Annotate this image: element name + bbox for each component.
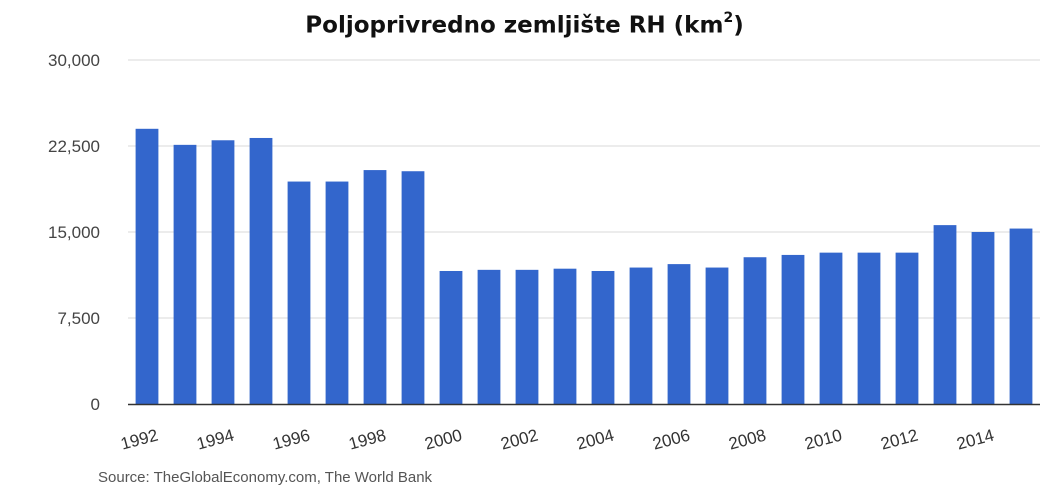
y-tick-label: 0	[91, 395, 100, 414]
bar-1998	[363, 170, 387, 404]
x-tick-label: 1994	[195, 426, 236, 454]
bar-1992	[135, 128, 159, 405]
x-tick-label: 1996	[271, 426, 312, 454]
bar-1995	[249, 137, 273, 404]
bar-1999	[401, 171, 425, 404]
bar-2011	[857, 252, 881, 404]
bar-1994	[211, 140, 235, 404]
bar-2014	[971, 232, 995, 404]
x-tick-label: 1992	[119, 426, 160, 454]
x-tick-label: 2006	[651, 426, 692, 454]
bar-2004	[591, 270, 615, 404]
x-tick-label: 2008	[727, 426, 768, 454]
bar-2001	[477, 269, 501, 404]
bar-2000	[439, 270, 463, 404]
x-tick-label: 2014	[955, 426, 996, 454]
x-tick-label: 2004	[575, 426, 616, 454]
y-tick-label: 7,500	[57, 309, 100, 328]
bar-2010	[819, 252, 843, 404]
gridlines	[128, 59, 1040, 319]
x-tick-label: 1998	[347, 426, 388, 454]
x-tick-label: 2010	[803, 426, 844, 454]
chart-title-text: Poljoprivredno zemljište RH (km	[305, 12, 724, 39]
bar-2006	[667, 264, 691, 404]
bar-2013	[933, 225, 957, 404]
x-tick-label: 2002	[499, 426, 540, 454]
bar-2003	[553, 268, 577, 404]
y-tick-label: 15,000	[48, 223, 100, 242]
bar-2007	[705, 267, 729, 404]
chart-title-end: )	[733, 12, 744, 39]
bar-1997	[325, 181, 349, 404]
y-tick-label: 22,500	[48, 137, 100, 156]
y-axis-ticks: 30,000 22,500 15,000 7,500 0	[48, 51, 100, 414]
y-tick-label: 30,000	[48, 51, 100, 70]
bars	[135, 128, 1033, 405]
bar-1996	[287, 181, 311, 404]
source-note: Source: TheGlobalEconomy.com, The World …	[98, 469, 433, 486]
chart-title: Poljoprivredno zemljište RH (km2)	[0, 10, 1049, 39]
bar-2015	[1009, 228, 1033, 404]
chart-title-superscript: 2	[723, 10, 734, 26]
bar-2008	[743, 257, 767, 404]
bar-2009	[781, 254, 805, 404]
bar-2002	[515, 269, 539, 404]
x-axis-ticks: 1992 1994 1996 1998 2000 2002 2004 2006 2008 2010…	[119, 426, 996, 454]
x-tick-label: 2012	[879, 426, 920, 454]
bar-1993	[173, 144, 197, 404]
bar-2005	[629, 267, 653, 404]
x-tick-label: 2000	[423, 426, 464, 454]
bar-2012	[895, 252, 919, 404]
